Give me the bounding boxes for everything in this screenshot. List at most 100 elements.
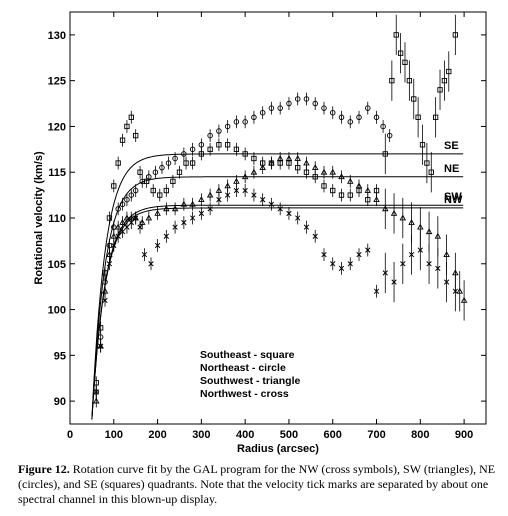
data-point-circle (329, 106, 336, 120)
data-point-circle (198, 138, 205, 152)
data-point-triangle (364, 184, 372, 197)
x-axis-label: Radius (arcsec) (237, 443, 319, 455)
data-point-cross (242, 184, 248, 197)
data-point-triangle (456, 271, 463, 312)
data-point-circle (268, 101, 275, 115)
data-point-square (330, 184, 336, 197)
data-point-square (150, 184, 156, 197)
data-point-triangle (390, 193, 398, 234)
data-point-circle (277, 101, 283, 115)
fit-curve-label-se: SE (444, 140, 459, 152)
caption-text: Rotation curve fit by the GAL program fo… (18, 462, 496, 506)
data-point-circle (303, 92, 310, 106)
data-point-circle (216, 124, 222, 138)
data-point-triangle (189, 197, 196, 211)
y-tick-label: 110 (48, 213, 66, 225)
data-point-cross (417, 229, 423, 271)
data-point-cross (233, 184, 240, 197)
x-tick-label: 600 (324, 429, 342, 441)
data-point-cross (268, 197, 275, 211)
data-point-circle (356, 110, 362, 124)
data-point-triangle (382, 188, 389, 229)
data-point-circle (124, 193, 130, 207)
data-point-circle (251, 110, 257, 124)
data-point-cross (400, 243, 406, 284)
data-point-circle (386, 129, 393, 143)
y-tick-label: 115 (48, 167, 66, 179)
legend: Southeast - square Northeast - circle So… (200, 349, 301, 400)
fit-curve-label-ne: NE (444, 163, 459, 175)
data-point-square (437, 69, 443, 110)
data-point-cross (251, 188, 257, 202)
data-point-square (183, 156, 189, 170)
fit-curve-sw (91, 204, 464, 420)
data-point-cross (286, 207, 292, 220)
y-tick-label: 130 (48, 30, 66, 42)
data-point-circle (159, 161, 165, 175)
data-point-square (176, 165, 183, 179)
data-point-square (411, 78, 417, 120)
data-point-cross (189, 211, 196, 225)
data-point-circle (132, 184, 139, 197)
fit-curve-label-nw: NW (444, 194, 463, 206)
data-point-cross (97, 339, 104, 353)
data-point-square (224, 138, 231, 152)
data-point-circle (233, 115, 240, 129)
data-point-cross (137, 220, 143, 234)
data-point-circle (207, 129, 213, 143)
data-point-square (432, 97, 439, 138)
data-point-triangle (303, 156, 310, 170)
x-tick-label: 800 (411, 429, 429, 441)
legend-entry-southeast: Southeast - square (200, 349, 295, 361)
fit-curve-ne (91, 176, 464, 420)
data-point-square (124, 120, 130, 133)
data-point-circle (312, 97, 318, 110)
data-point-cross (224, 188, 231, 202)
data-point-cross (330, 257, 336, 271)
data-point-circle (146, 170, 152, 184)
y-tick-label: 125 (48, 76, 66, 88)
x-tick-label: 100 (105, 429, 123, 441)
data-point-cross (391, 261, 397, 303)
data-point-cross (277, 202, 283, 216)
data-point-cross (312, 229, 318, 243)
data-point-square (115, 156, 121, 170)
data-point-triangle (268, 156, 275, 170)
data-point-cross (295, 211, 301, 225)
data-point-cross (347, 257, 353, 271)
data-point-cross (207, 202, 213, 216)
data-point-square (452, 14, 458, 56)
x-tick-label: 900 (455, 429, 473, 441)
data-point-circle (152, 165, 159, 179)
y-axis-label: Rotational velocity (km/s) (33, 151, 45, 285)
data-point-cross (443, 261, 450, 303)
data-point-circle (380, 120, 386, 133)
fit-curve-nw (91, 207, 464, 420)
data-point-cross (181, 216, 187, 229)
data-point-square (321, 179, 327, 193)
legend-entry-southwest: Southwest - triangle (200, 375, 301, 387)
data-point-cross (452, 271, 459, 312)
data-point-triangle (198, 193, 205, 207)
fit-curves (91, 153, 464, 420)
x-tick-label: 400 (236, 429, 254, 441)
data-point-square (428, 152, 434, 193)
data-point-cross (435, 248, 441, 289)
axis-ticks: 0 100 200 300 400 500 600 700 800 900 90 95 100 105 11… (48, 12, 486, 441)
data-point-square (397, 33, 404, 74)
data-point-triangle (311, 161, 319, 175)
data-point-square (402, 42, 408, 83)
data-point-circle (294, 92, 301, 106)
data-point-square (338, 188, 345, 202)
data-point-cross (373, 284, 380, 298)
data-point-square (163, 184, 169, 197)
data-point-triangle (373, 193, 380, 207)
data-point-cross (303, 220, 310, 234)
data-point-cross (321, 248, 327, 262)
x-tick-label: 500 (280, 429, 298, 441)
data-point-triangle (180, 197, 188, 211)
data-point-cross (154, 239, 161, 252)
data-point-circle (165, 156, 172, 170)
data-point-cross (148, 257, 154, 271)
